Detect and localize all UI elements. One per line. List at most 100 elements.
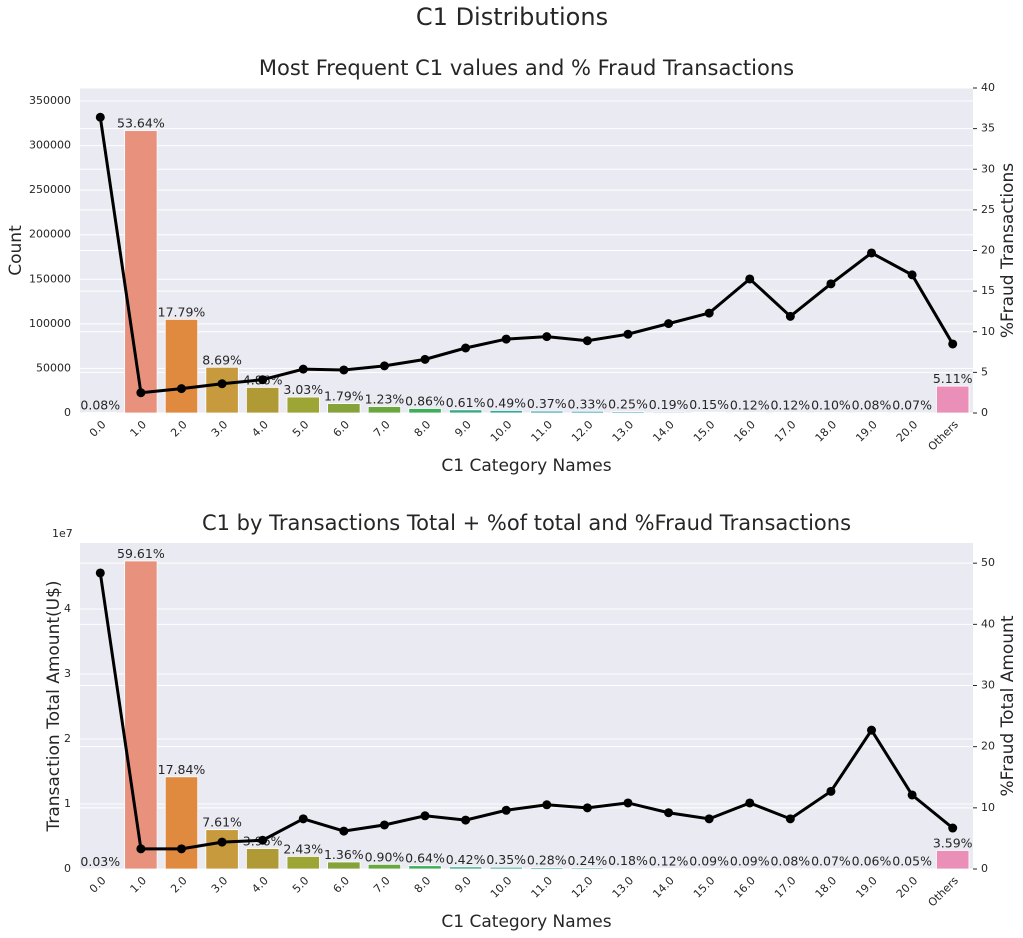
y2-axis-label: %Fraud Transactions (998, 163, 1018, 338)
bar-value-label: 0.90% (365, 849, 405, 864)
x-tick-label: 11.0 (529, 418, 556, 445)
fraud-point (582, 803, 592, 813)
bar-value-label: 0.07% (892, 398, 932, 413)
fraud-point (664, 808, 674, 818)
bar (164, 318, 199, 414)
y-tick-label: 0 (64, 862, 71, 875)
x-tick-label: 15.0 (691, 874, 718, 901)
x-tick-label: 9.0 (452, 874, 474, 896)
x-tick-label: 4.0 (249, 418, 271, 440)
x-tick-label: 2.0 (168, 874, 190, 896)
bar (773, 411, 807, 414)
fraud-point (704, 308, 714, 318)
x-tick-label: 5.0 (290, 418, 312, 440)
x-tick-label: 9.0 (452, 418, 474, 440)
bar (408, 408, 442, 414)
bar (733, 411, 767, 414)
bar (448, 866, 483, 870)
fraud-point (501, 334, 511, 344)
fraud-point (420, 354, 430, 364)
y2-tick-label: 35 (981, 122, 995, 135)
bar (367, 863, 402, 870)
y2-tick-label: 25 (981, 203, 995, 216)
fraud-point (664, 319, 674, 329)
y-tick-label: 150000 (29, 272, 71, 285)
x-tick-label: 6.0 (331, 418, 353, 440)
fraud-point (258, 835, 268, 845)
x-tick-label: 16.0 (731, 874, 758, 901)
bar-value-label: 7.61% (202, 815, 242, 830)
bar (367, 406, 402, 414)
fraud-point (461, 343, 471, 353)
bar-value-label: 0.35% (486, 852, 526, 867)
bar-value-label: 17.84% (158, 762, 206, 777)
fraud-point (867, 248, 877, 258)
bar-value-label: 2.43% (283, 841, 323, 856)
x-tick-label: 20.0 (894, 418, 921, 445)
bar-value-label: 0.15% (689, 397, 729, 412)
y2-tick-label: 0 (981, 862, 988, 875)
y-axis-label: Transaction Total Amount(U$) (44, 580, 64, 832)
bar-value-label: 5.11% (933, 371, 973, 386)
bar-value-label: 0.06% (852, 854, 892, 869)
y-tick-label: 250000 (29, 183, 71, 196)
bar (246, 387, 280, 414)
x-tick-label: 3.0 (209, 874, 231, 896)
x-tick-label: 17.0 (772, 418, 799, 445)
x-tick-label: 7.0 (371, 418, 393, 440)
x-tick-label: 1.0 (128, 418, 150, 440)
bar-value-label: 0.08% (770, 854, 810, 869)
fraud-point (785, 311, 795, 321)
bar (692, 411, 726, 414)
y2-tick-label: 0 (981, 406, 988, 419)
bar-value-label: 53.64% (117, 116, 165, 131)
bar-value-label: 0.08% (852, 398, 892, 413)
y2-tick-label: 10 (981, 801, 995, 814)
fraud-point (826, 279, 836, 289)
bar-value-label: 0.86% (405, 393, 445, 408)
bar-value-label: 0.64% (405, 851, 445, 866)
x-tick-label: 8.0 (412, 418, 434, 440)
x-tick-label: 14.0 (650, 418, 677, 445)
bar-value-label: 0.61% (446, 395, 486, 410)
bar-value-label: 0.28% (527, 853, 567, 868)
fraud-point (95, 568, 105, 578)
y2-tick-label: 15 (981, 284, 995, 297)
bar-value-label: 0.08% (80, 398, 120, 413)
x-tick-label: Others (926, 874, 962, 910)
fraud-point (826, 786, 836, 796)
figure-title: C1 Distributions (416, 3, 608, 31)
bar-value-label: 0.37% (527, 396, 567, 411)
fraud-point (867, 725, 877, 735)
bar-value-label: 17.79% (158, 304, 206, 319)
bar (286, 396, 320, 414)
x-tick-label: 20.0 (894, 874, 921, 901)
bar-value-label: 3.59% (933, 835, 973, 850)
y-tick-label: 350000 (29, 94, 71, 107)
x-tick-label: 3.0 (209, 418, 231, 440)
x-tick-label: 19.0 (853, 874, 880, 901)
x-tick-label: 5.0 (290, 874, 312, 896)
fraud-point (258, 375, 268, 385)
fraud-point (217, 379, 227, 389)
bar (570, 410, 605, 414)
fraud-point (420, 811, 430, 821)
bar-value-label: 0.24% (568, 853, 608, 868)
x-tick-label: 0.0 (87, 418, 109, 440)
x-axis-label: C1 Category Names (441, 912, 611, 932)
x-tick-label: 13.0 (610, 418, 637, 445)
bar-value-label: 0.10% (811, 397, 851, 412)
bar (124, 560, 158, 870)
bar (448, 409, 483, 414)
bar (124, 130, 158, 414)
y-tick-label: 200000 (29, 228, 71, 241)
bar (489, 866, 523, 870)
bar-value-label: 1.23% (365, 392, 405, 407)
bar-value-label: 0.12% (649, 853, 689, 868)
bar (936, 385, 970, 414)
bar (327, 403, 361, 414)
y2-tick-label: 50 (981, 556, 995, 569)
fraud-point (298, 364, 308, 374)
bar-value-label: 3.03% (283, 382, 323, 397)
